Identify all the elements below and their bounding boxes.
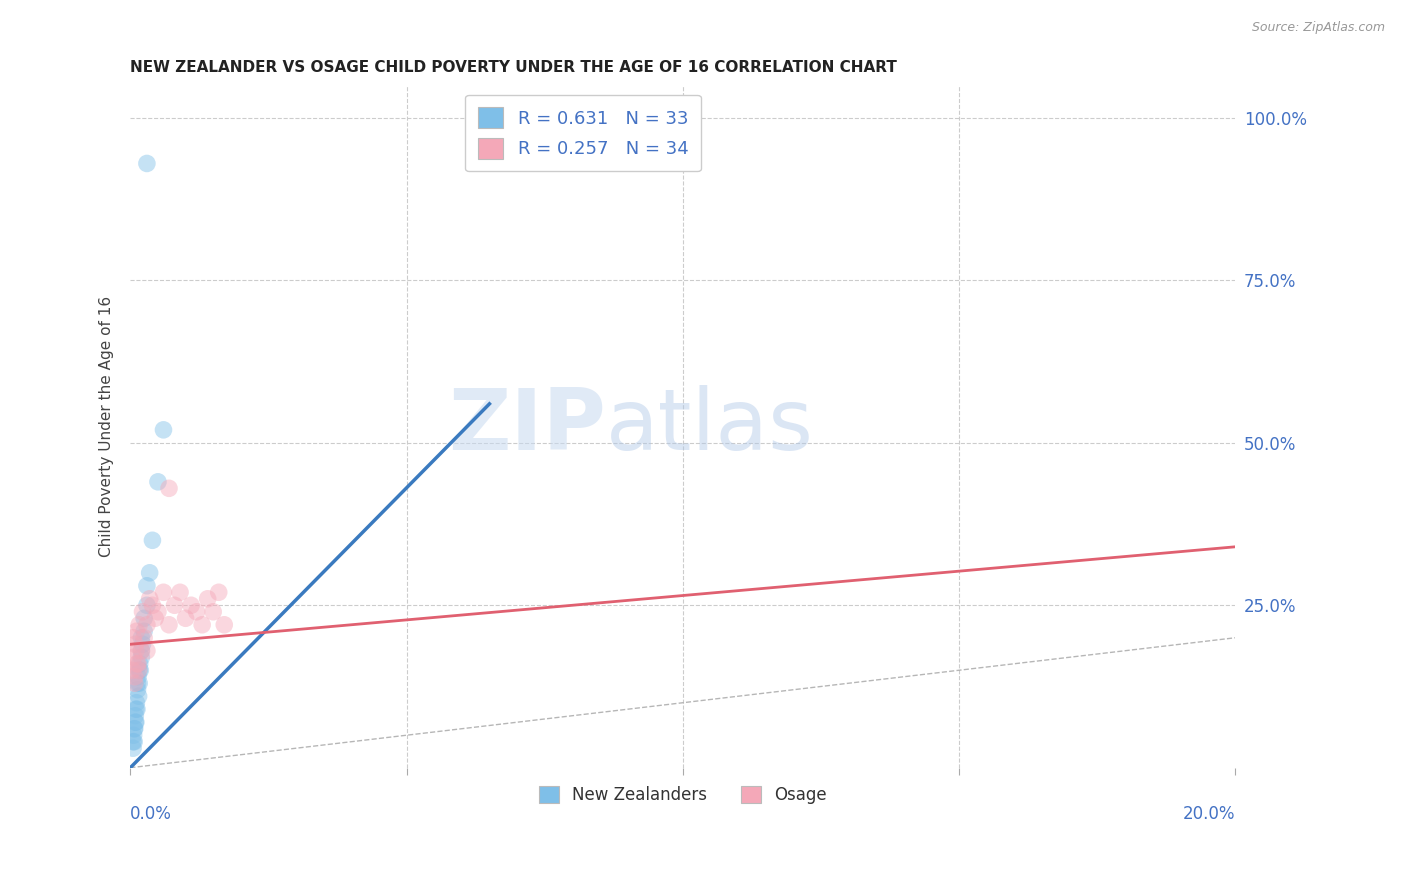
Point bbox=[125, 624, 148, 639]
Point bbox=[122, 650, 145, 665]
Text: atlas: atlas bbox=[606, 385, 814, 468]
Point bbox=[143, 611, 166, 625]
Point bbox=[138, 566, 160, 580]
Point bbox=[122, 735, 145, 749]
Point bbox=[127, 657, 149, 671]
Text: 20.0%: 20.0% bbox=[1182, 805, 1236, 823]
Point bbox=[122, 728, 145, 742]
Text: 0.0%: 0.0% bbox=[131, 805, 172, 823]
Point bbox=[191, 617, 214, 632]
Point bbox=[138, 591, 160, 606]
Point bbox=[174, 611, 197, 625]
Point bbox=[131, 644, 153, 658]
Point bbox=[197, 591, 219, 606]
Point bbox=[122, 722, 145, 736]
Point bbox=[128, 676, 150, 690]
Point bbox=[186, 605, 208, 619]
Text: Source: ZipAtlas.com: Source: ZipAtlas.com bbox=[1251, 21, 1385, 34]
Point bbox=[124, 637, 146, 651]
Point bbox=[125, 715, 148, 730]
Point bbox=[135, 599, 157, 613]
Point bbox=[135, 156, 157, 170]
Point bbox=[125, 702, 148, 716]
Point bbox=[180, 599, 202, 613]
Point bbox=[125, 696, 148, 710]
Point bbox=[124, 722, 146, 736]
Point bbox=[127, 682, 149, 697]
Text: ZIP: ZIP bbox=[447, 385, 606, 468]
Point bbox=[124, 676, 146, 690]
Point bbox=[131, 631, 153, 645]
Legend: New Zealanders, Osage: New Zealanders, Osage bbox=[533, 779, 834, 811]
Point bbox=[135, 579, 157, 593]
Point bbox=[127, 670, 149, 684]
Point bbox=[122, 741, 145, 756]
Point bbox=[152, 423, 174, 437]
Point bbox=[121, 663, 143, 677]
Point bbox=[141, 533, 163, 548]
Point bbox=[134, 631, 156, 645]
Point bbox=[135, 617, 157, 632]
Point bbox=[146, 475, 169, 489]
Point bbox=[124, 670, 146, 684]
Point bbox=[131, 605, 153, 619]
Point bbox=[128, 617, 150, 632]
Point bbox=[131, 650, 153, 665]
Point bbox=[212, 617, 235, 632]
Point bbox=[128, 663, 150, 677]
Point bbox=[122, 631, 145, 645]
Point bbox=[134, 611, 156, 625]
Point bbox=[141, 599, 163, 613]
Point bbox=[131, 637, 153, 651]
Point bbox=[135, 644, 157, 658]
Point bbox=[208, 585, 231, 599]
Point bbox=[129, 663, 152, 677]
Y-axis label: Child Poverty Under the Age of 16: Child Poverty Under the Age of 16 bbox=[100, 296, 114, 558]
Point bbox=[152, 585, 174, 599]
Point bbox=[122, 735, 145, 749]
Point bbox=[124, 715, 146, 730]
Text: NEW ZEALANDER VS OSAGE CHILD POVERTY UNDER THE AGE OF 16 CORRELATION CHART: NEW ZEALANDER VS OSAGE CHILD POVERTY UND… bbox=[131, 60, 897, 75]
Point bbox=[127, 676, 149, 690]
Point bbox=[202, 605, 225, 619]
Point bbox=[125, 657, 148, 671]
Point bbox=[125, 702, 148, 716]
Point bbox=[128, 657, 150, 671]
Point bbox=[134, 624, 156, 639]
Point bbox=[146, 605, 169, 619]
Point bbox=[125, 644, 148, 658]
Point bbox=[157, 481, 180, 495]
Point bbox=[163, 599, 186, 613]
Point bbox=[124, 708, 146, 723]
Point bbox=[157, 617, 180, 632]
Point bbox=[128, 690, 150, 704]
Point bbox=[128, 663, 150, 677]
Point bbox=[131, 644, 153, 658]
Point bbox=[169, 585, 191, 599]
